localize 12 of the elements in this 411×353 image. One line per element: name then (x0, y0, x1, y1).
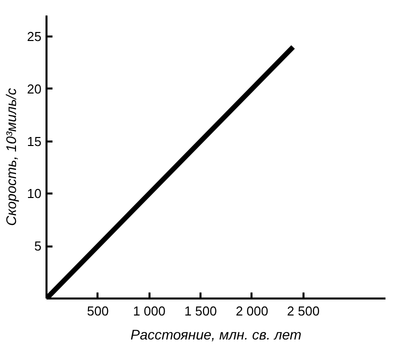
x-tick-label: 500 (87, 304, 109, 318)
y-tick-label: 10 (27, 186, 42, 202)
x-tick-label: 1 500 (184, 304, 217, 318)
x-tick-label: 2 500 (287, 304, 320, 318)
y-axis-title: Скорость, 10³миль/с (3, 88, 20, 226)
y-tick-label: 25 (27, 28, 42, 44)
y-tick-label: 20 (27, 81, 42, 96)
x-tick-label: 1 000 (132, 304, 166, 318)
y-tick-label: 15 (27, 134, 42, 149)
x-tick-label: 2 000 (236, 304, 268, 318)
y-tick-label: 5 (34, 238, 42, 254)
x-axis-title: Расстояние, млн. св. лет (130, 326, 302, 342)
